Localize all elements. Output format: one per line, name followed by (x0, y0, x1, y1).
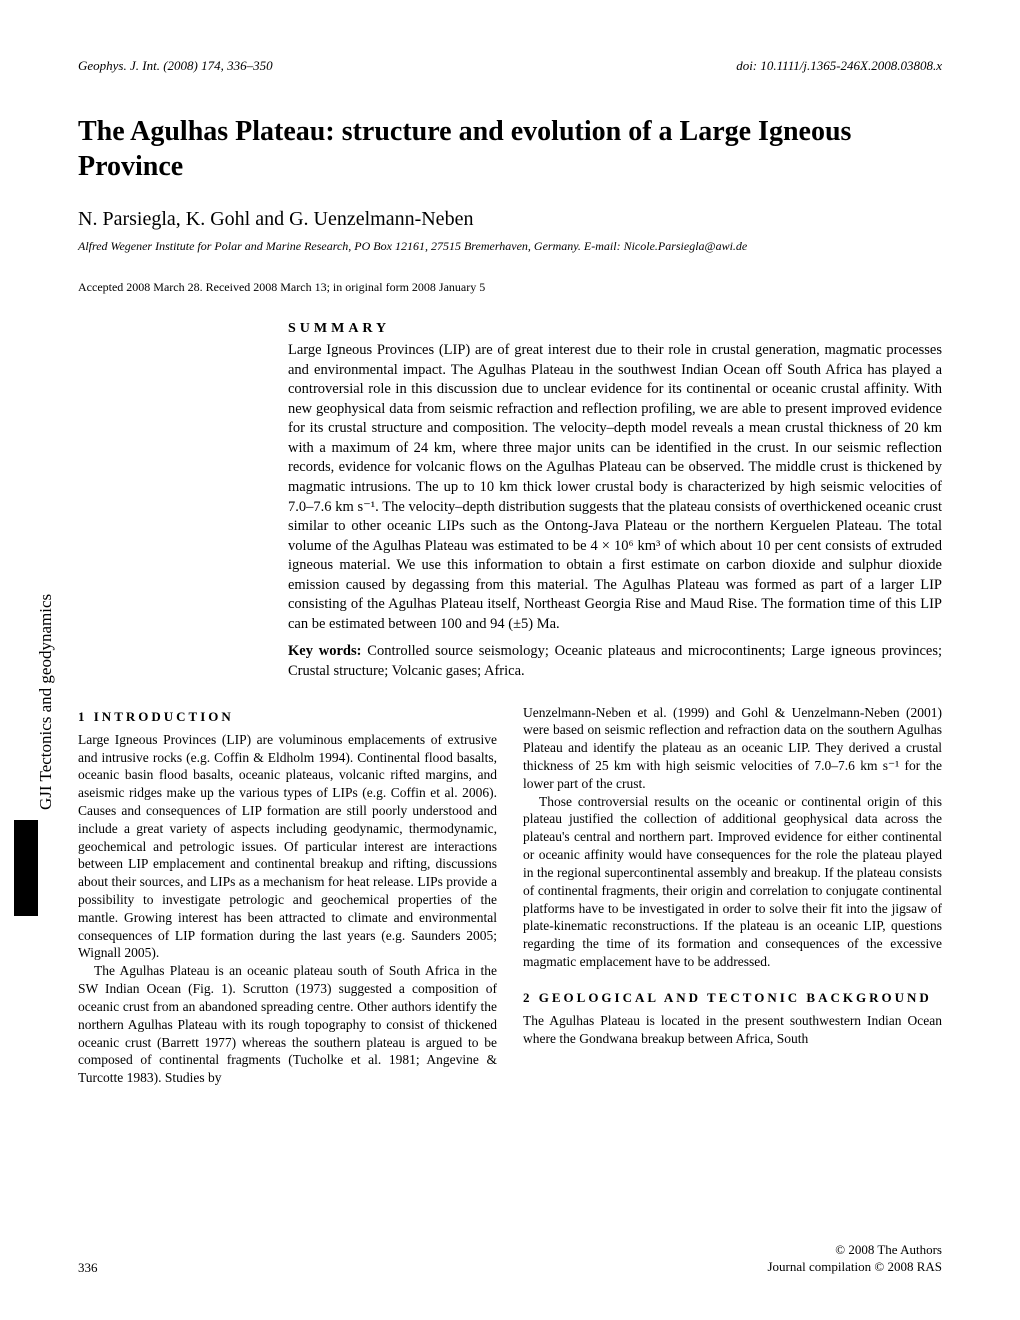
header-row: Geophys. J. Int. (2008) 174, 336–350 doi… (78, 58, 942, 74)
footer-copyright: © 2008 The Authors Journal compilation ©… (767, 1242, 942, 1276)
acceptance-dates: Accepted 2008 March 28. Received 2008 Ma… (78, 280, 942, 295)
side-tab-bar (14, 820, 38, 916)
page-number: 336 (78, 1260, 98, 1276)
summary-heading: SUMMARY (288, 321, 942, 337)
body-columns: 1 INTRODUCTION Large Igneous Provinces (… (78, 704, 942, 1087)
affiliation: Alfred Wegener Institute for Polar and M… (78, 239, 942, 254)
section-1-heading: 1 INTRODUCTION (78, 708, 497, 725)
summary-text: Large Igneous Provinces (LIP) are of gre… (288, 341, 942, 634)
article-title: The Agulhas Plateau: structure and evolu… (78, 114, 942, 184)
copyright-line-2: Journal compilation © 2008 RAS (767, 1259, 942, 1276)
intro-para-2: The Agulhas Plateau is an oceanic platea… (78, 962, 497, 1087)
authors: N. Parsiegla, K. Gohl and G. Uenzelmann-… (78, 208, 942, 231)
geo-para-1: The Agulhas Plateau is located in the pr… (523, 1012, 942, 1048)
copyright-line-1: © 2008 The Authors (767, 1242, 942, 1259)
summary-block: SUMMARY Large Igneous Provinces (LIP) ar… (288, 321, 942, 682)
keywords: Key words: Controlled source seismology;… (288, 642, 942, 681)
footer: 336 © 2008 The Authors Journal compilati… (78, 1242, 942, 1276)
keywords-text: Controlled source seismology; Oceanic pl… (288, 643, 942, 679)
col2-para-1: Uenzelmann-Neben et al. (1999) and Gohl … (523, 704, 942, 793)
keywords-label: Key words: (288, 643, 361, 659)
intro-para-1: Large Igneous Provinces (LIP) are volumi… (78, 731, 497, 963)
col2-para-2: Those controversial results on the ocean… (523, 793, 942, 971)
section-2-heading: 2 GEOLOGICAL AND TECTONIC BACKGROUND (523, 989, 942, 1006)
side-tab: GJI Tectonics and geodynamics (14, 560, 42, 920)
side-tab-label: GJI Tectonics and geodynamics (36, 594, 56, 810)
journal-ref: Geophys. J. Int. (2008) 174, 336–350 (78, 58, 273, 74)
page: Geophys. J. Int. (2008) 174, 336–350 doi… (0, 0, 1020, 1137)
doi: doi: 10.1111/j.1365-246X.2008.03808.x (736, 58, 942, 74)
